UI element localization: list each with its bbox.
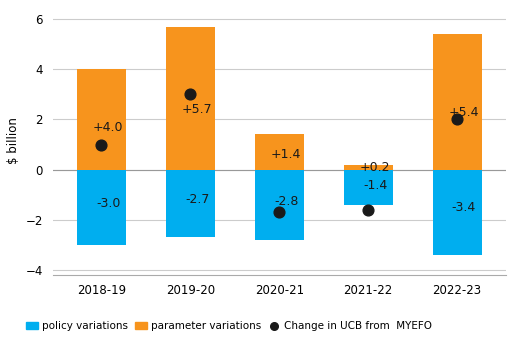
- Bar: [344, 170, 392, 205]
- Bar: [77, 69, 126, 170]
- Point: [97, 142, 106, 147]
- Text: -3.0: -3.0: [96, 197, 121, 210]
- Text: +5.4: +5.4: [448, 106, 479, 119]
- Legend: policy variations, parameter variations, Change in UCB from  MYEFO: policy variations, parameter variations,…: [22, 317, 437, 335]
- Text: -2.7: -2.7: [185, 193, 209, 206]
- Text: -2.8: -2.8: [274, 195, 299, 208]
- Text: +4.0: +4.0: [93, 121, 123, 134]
- Bar: [432, 170, 482, 254]
- Text: +5.7: +5.7: [182, 103, 212, 116]
- Point: [186, 92, 194, 97]
- Bar: [166, 170, 215, 237]
- Point: [275, 209, 283, 215]
- Bar: [432, 34, 482, 170]
- Bar: [255, 134, 304, 170]
- Bar: [255, 170, 304, 240]
- Bar: [77, 170, 126, 245]
- Point: [364, 207, 372, 212]
- Text: +0.2: +0.2: [359, 161, 390, 174]
- Text: +1.4: +1.4: [270, 148, 301, 161]
- Bar: [166, 27, 215, 170]
- Text: -1.4: -1.4: [363, 179, 387, 192]
- Text: -3.4: -3.4: [452, 201, 476, 214]
- Y-axis label: $ billion: $ billion: [7, 117, 20, 164]
- Bar: [344, 164, 392, 170]
- Point: [453, 117, 461, 122]
